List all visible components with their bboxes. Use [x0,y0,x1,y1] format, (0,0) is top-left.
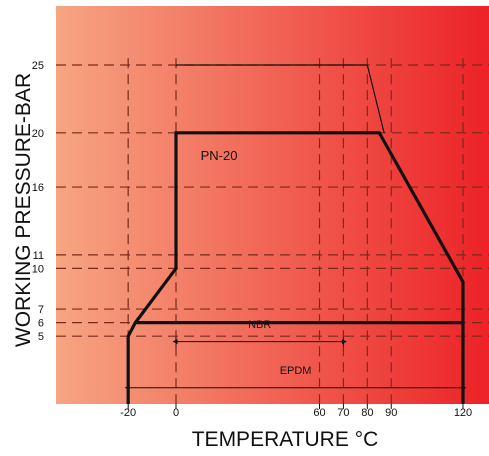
chart-marks: PN-20 NBR EPDM [124,64,467,404]
y-axis-label: WORKING PRESSURE-BAR [12,73,35,347]
curve-label-pn20: PN-20 [201,148,238,163]
y-tick-label-25: 25 [32,60,44,72]
y-tick-label-7: 7 [38,304,44,316]
range-label-epdm: EPDM [280,365,312,377]
x-tick-label-0: 0 [173,407,179,419]
x-tick-label-60: 60 [313,407,325,419]
x-tick-label-90: 90 [385,407,397,419]
outer-envelope-line [176,64,385,133]
y-tick-label-11: 11 [33,250,44,262]
pn20-envelope-line [126,131,465,404]
y-tick-label-5: 5 [38,331,44,343]
y-tick-label-20: 20 [32,128,44,140]
y-tick-label-16: 16 [32,182,44,194]
y-tick-label-6: 6 [38,318,44,330]
x-axis-label: TEMPERATURE °C [192,428,379,451]
y-tick-label-10: 10 [32,263,44,275]
range-label-nbr: NBR [248,319,271,331]
x-tick-label-80: 80 [361,407,373,419]
plot-background [56,6,489,404]
x-tick-label--20: -20 [120,407,136,419]
x-tick-label-120: 120 [454,407,472,419]
x-tick-label-70: 70 [337,407,349,419]
